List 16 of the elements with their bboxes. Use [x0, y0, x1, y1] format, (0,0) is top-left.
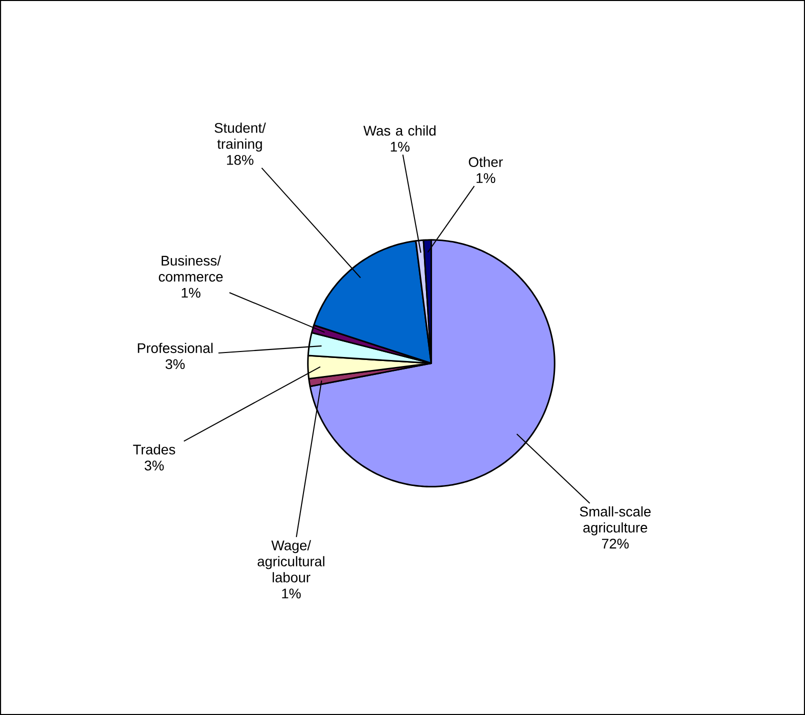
slice-label: Student/training — [214, 122, 266, 152]
data-label: 18% — [227, 154, 254, 165]
data-label: 1% — [390, 142, 410, 152]
data-label: 1% — [476, 173, 496, 183]
data-label: 3% — [166, 359, 185, 370]
slice-label: Other — [468, 156, 503, 167]
data-label: 1% — [282, 588, 301, 598]
data-label: 72% — [602, 538, 629, 549]
slice-label: Small-scale agriculture — [580, 506, 651, 536]
slice-label: Professional — [138, 342, 213, 354]
data-label: 1% — [182, 288, 200, 298]
data-label: 3% — [144, 460, 164, 470]
slice-label: Wage/agricultural labour — [258, 540, 324, 582]
slice-label: Was a child — [363, 125, 436, 136]
slice-label: Trades — [133, 444, 176, 454]
slice-label: Business/commerce — [158, 255, 223, 282]
